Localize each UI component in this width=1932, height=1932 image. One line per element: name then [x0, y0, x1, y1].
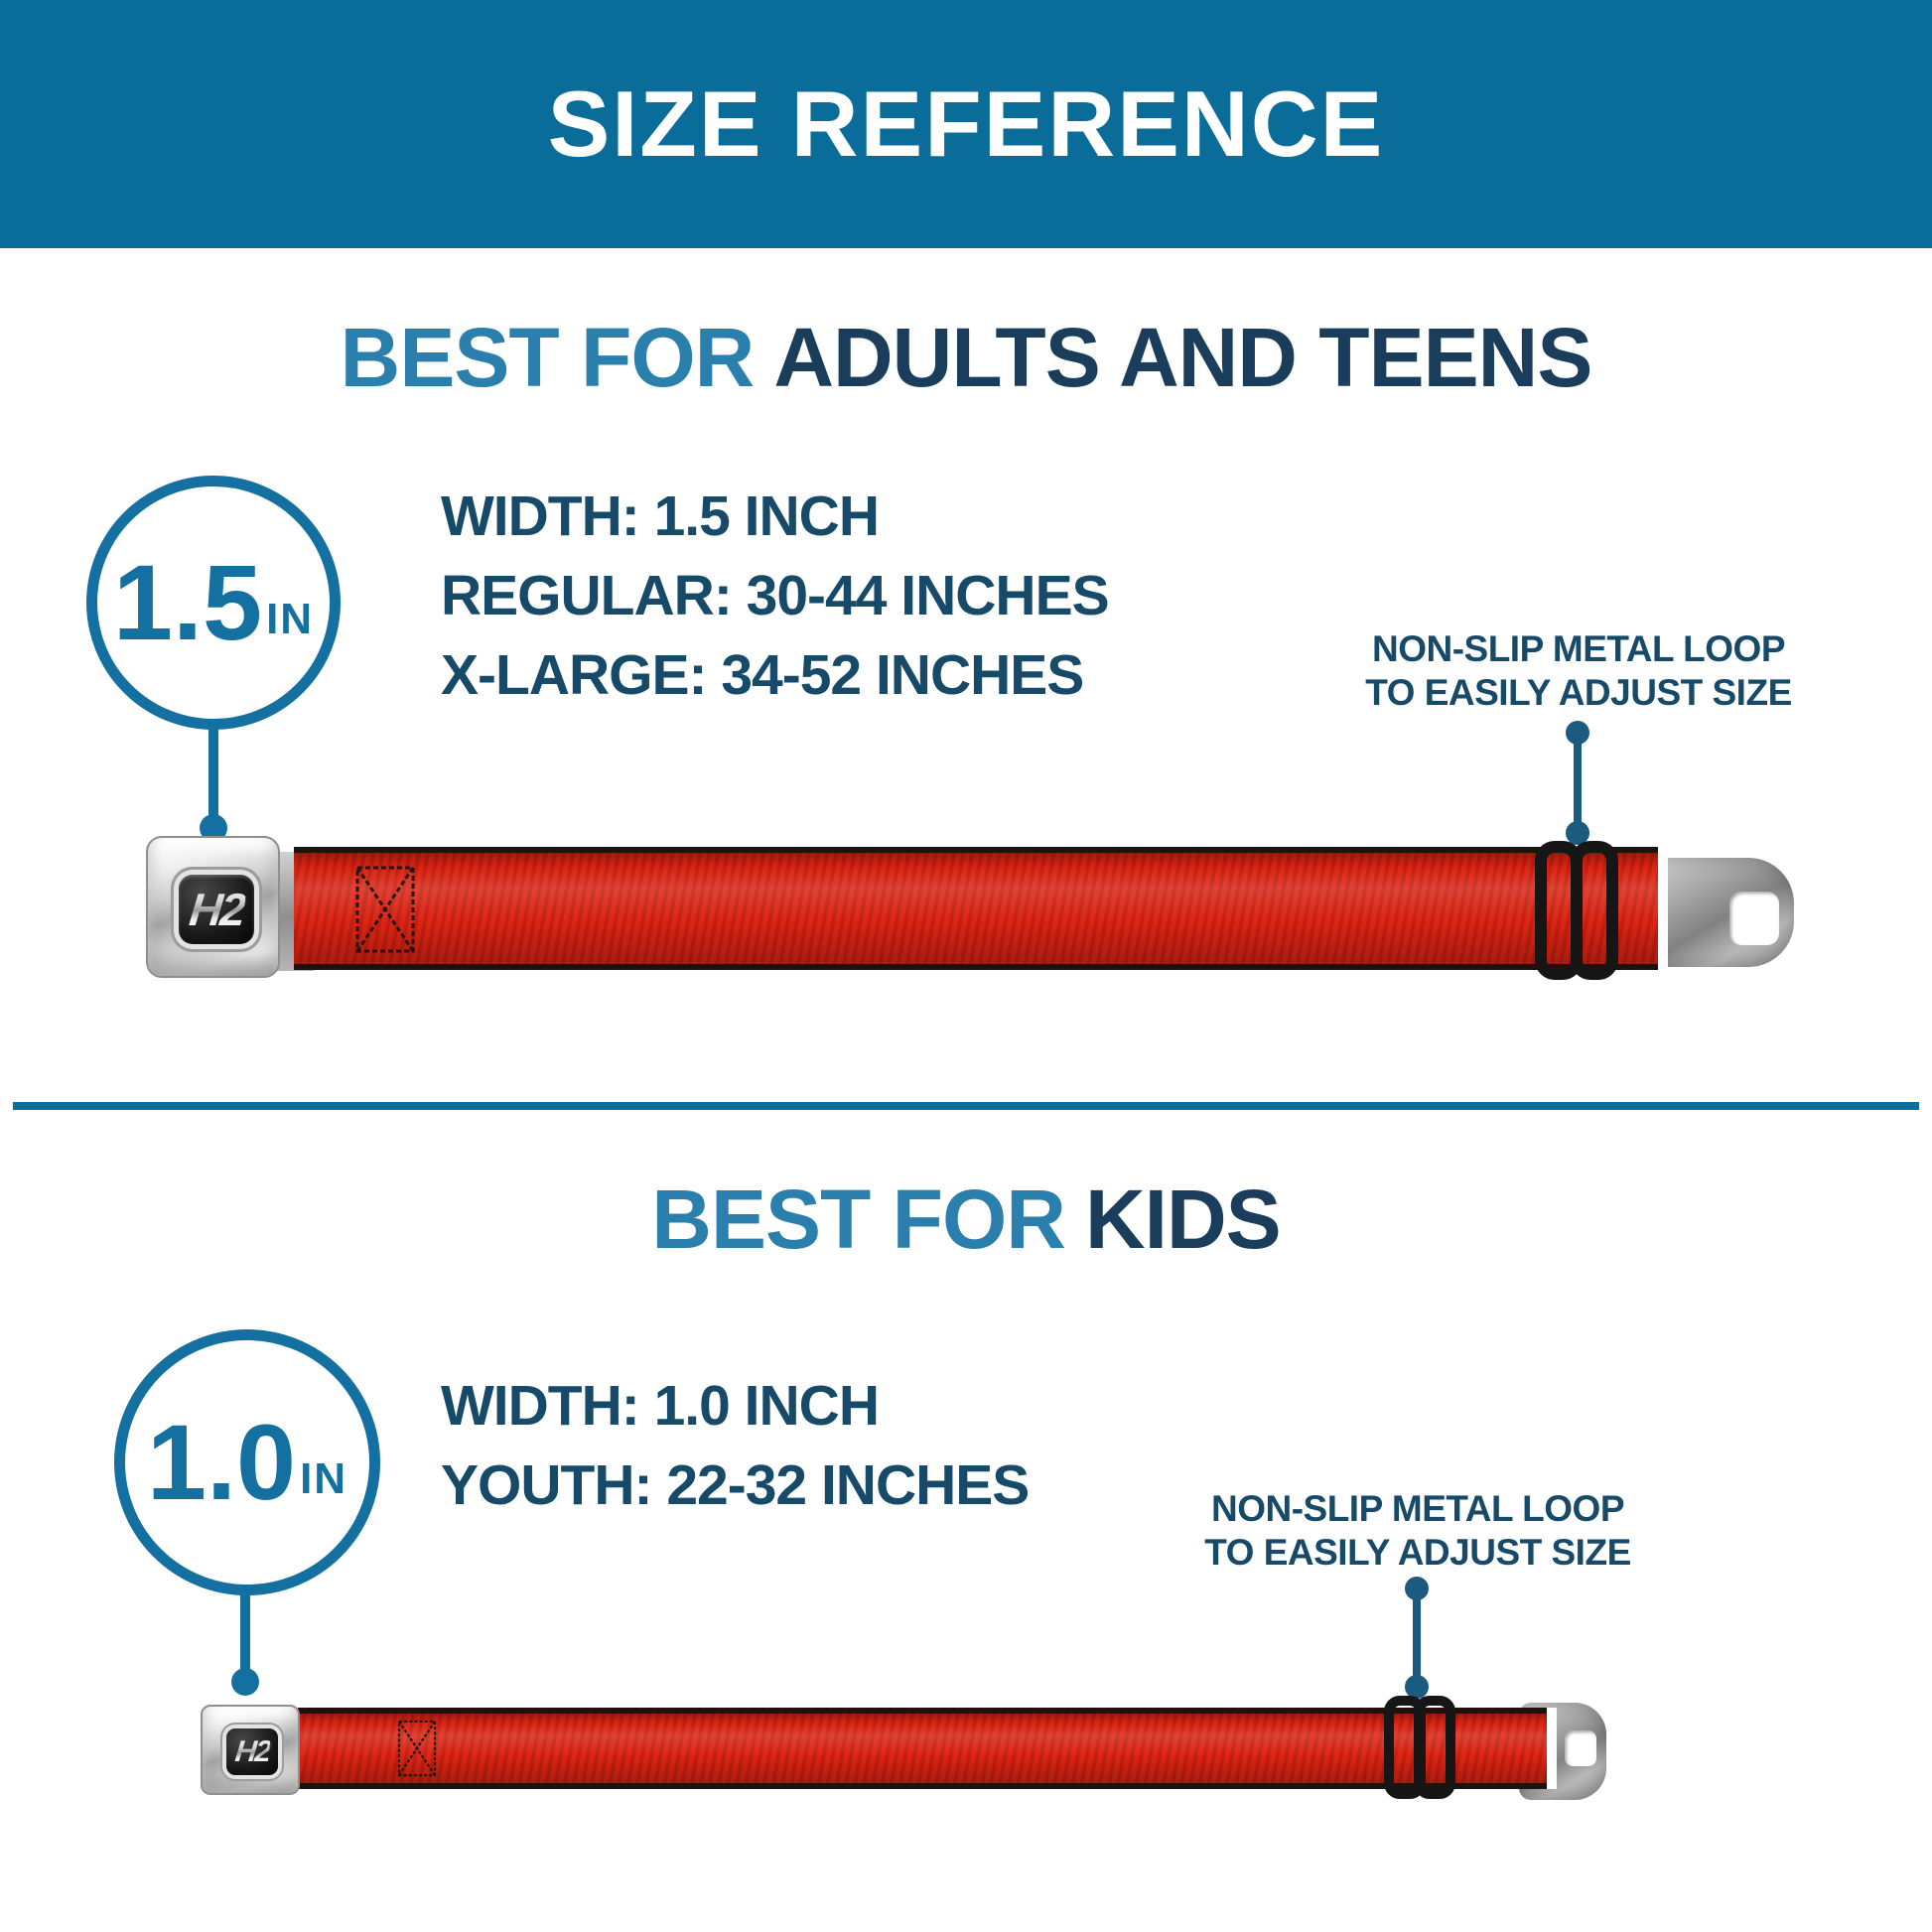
spec-width: WIDTH: 1.0 INCH — [441, 1374, 880, 1438]
heading-prefix: BEST FOR — [651, 1173, 1066, 1266]
h2-logo: H2 — [233, 1734, 271, 1768]
metal-slider-loop — [1535, 841, 1618, 980]
section-heading-adults: BEST FOR ADULTS AND TEENS — [0, 316, 1932, 399]
buckle-face-plate: H2 — [226, 1728, 278, 1775]
header-banner: SIZE REFERENCE — [0, 0, 1932, 248]
heading-rest: KIDS — [1084, 1173, 1282, 1266]
width-badge-value: 1.0 — [146, 1402, 297, 1522]
width-badge-value: 1.5 — [112, 542, 263, 662]
badge-pointer-line — [240, 1591, 250, 1673]
spec-youth: YOUTH: 22-32 INCHES — [441, 1453, 1030, 1517]
spec-regular: REGULAR: 30-44 INCHES — [441, 564, 1110, 627]
belt-latch-plate — [1638, 858, 1794, 967]
width-badge-1-0in: 1.0 IN — [114, 1329, 380, 1595]
section-heading-kids: BEST FOR KIDS — [0, 1177, 1932, 1261]
h2-logo: H2 — [186, 884, 247, 935]
badge-pointer-line — [208, 728, 218, 819]
stitch-pattern — [397, 1720, 437, 1777]
width-badge-1-5in: 1.5 IN — [86, 476, 341, 730]
size-specs-kids: WIDTH: 1.0 INCH YOUTH: 22-32 INCHES — [441, 1374, 1030, 1517]
callout-line2: TO EASILY ADJUST SIZE — [1365, 672, 1792, 713]
slider-ring-right — [1414, 1696, 1455, 1799]
belt-strap — [298, 1708, 1547, 1789]
callout-line1: NON-SLIP METAL LOOP — [1371, 628, 1786, 669]
heading-prefix: BEST FOR — [340, 311, 756, 404]
spec-width: WIDTH: 1.5 INCH — [441, 484, 880, 548]
heading-rest: ADULTS AND TEENS — [773, 311, 1592, 404]
section-divider — [13, 1102, 1919, 1110]
stitch-pattern — [355, 866, 415, 953]
belt-latch-plate — [1519, 1703, 1606, 1800]
metal-loop-callout: NON-SLIP METAL LOOP TO EASILY ADJUST SIZ… — [1189, 1487, 1646, 1575]
callout-connector-line — [1413, 1588, 1421, 1687]
width-badge-unit: IN — [266, 595, 315, 643]
seatbelt-buckle: H2 — [146, 836, 280, 978]
callout-connector-dot-bottom — [1405, 1675, 1429, 1699]
metal-slider-loop — [1384, 1696, 1455, 1799]
page-title: SIZE REFERENCE — [547, 71, 1385, 176]
buckle-face-plate: H2 — [179, 875, 254, 944]
latch-plate-hole — [1729, 892, 1779, 945]
callout-line2: TO EASILY ADJUST SIZE — [1204, 1532, 1631, 1573]
spec-xlarge: X-LARGE: 34-52 INCHES — [441, 643, 1084, 707]
badge-pointer-dot — [231, 1668, 259, 1696]
latch-plate-hole — [1565, 1730, 1596, 1766]
size-specs-adults: WIDTH: 1.5 INCH REGULAR: 30-44 INCHES X-… — [441, 484, 1110, 707]
metal-loop-callout: NON-SLIP METAL LOOP TO EASILY ADJUST SIZ… — [1350, 627, 1807, 715]
callout-line1: NON-SLIP METAL LOOP — [1210, 1488, 1625, 1529]
belt-strap — [294, 847, 1658, 970]
callout-connector-line — [1574, 733, 1582, 833]
slider-ring-right — [1571, 841, 1618, 980]
seatbelt-buckle: H2 — [201, 1705, 300, 1795]
width-badge-unit: IN — [300, 1454, 348, 1503]
